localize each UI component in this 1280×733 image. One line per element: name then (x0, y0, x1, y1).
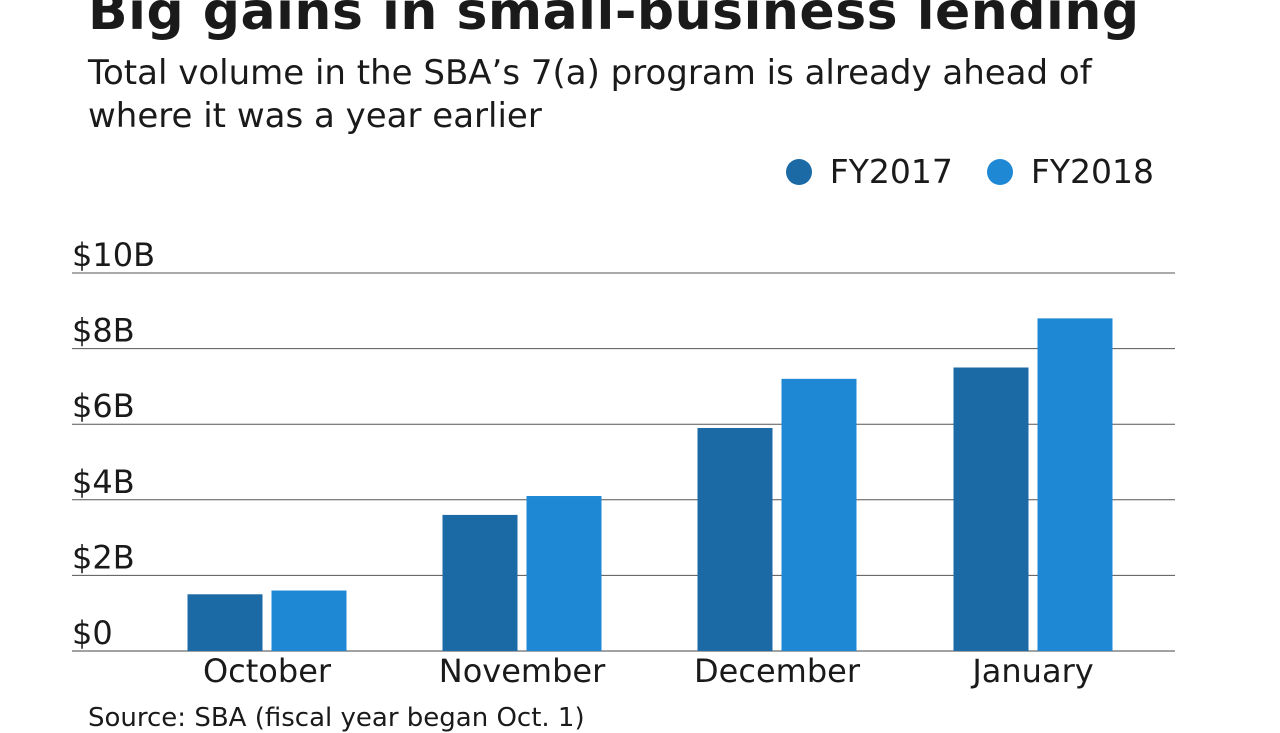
x-tick-label: November (439, 652, 606, 690)
x-tick-label: October (203, 652, 332, 690)
x-tick-label: December (694, 652, 861, 690)
y-tick-label: $8B (72, 312, 135, 350)
y-tick-label: $2B (72, 538, 135, 576)
bar-fy2018-january (1037, 318, 1113, 651)
source-note: Source: SBA (fiscal year began Oct. 1) (88, 703, 585, 733)
y-tick-label: $6B (72, 387, 135, 425)
bar-fy2017-november (442, 514, 518, 651)
chart-title: Big gains in small-business lending (88, 0, 1140, 42)
y-tick-label: $10B (72, 236, 155, 274)
legend: FY2017 FY2018 (752, 152, 1154, 191)
bar-fy2018-november (526, 496, 602, 651)
legend-label-fy2017: FY2017 (829, 152, 953, 191)
bar-fy2017-december (697, 427, 773, 651)
legend-item-fy2018: FY2018 (986, 152, 1154, 191)
bar-fy2017-january (953, 367, 1029, 651)
bar-fy2017-october (187, 594, 263, 651)
y-tick-label: $4B (72, 463, 135, 501)
legend-label-fy2018: FY2018 (1030, 152, 1154, 191)
x-tick-label: January (970, 652, 1093, 690)
legend-dot-fy2017-icon (785, 158, 812, 185)
bar-fy2018-december (781, 378, 857, 651)
bar-fy2018-october (271, 590, 347, 651)
legend-dot-fy2018-icon (986, 158, 1013, 185)
legend-item-fy2017: FY2017 (785, 152, 953, 191)
y-tick-label: $0 (72, 614, 113, 652)
chart-subtitle: Total volume in the SBA’s 7(a) program i… (88, 53, 1092, 136)
